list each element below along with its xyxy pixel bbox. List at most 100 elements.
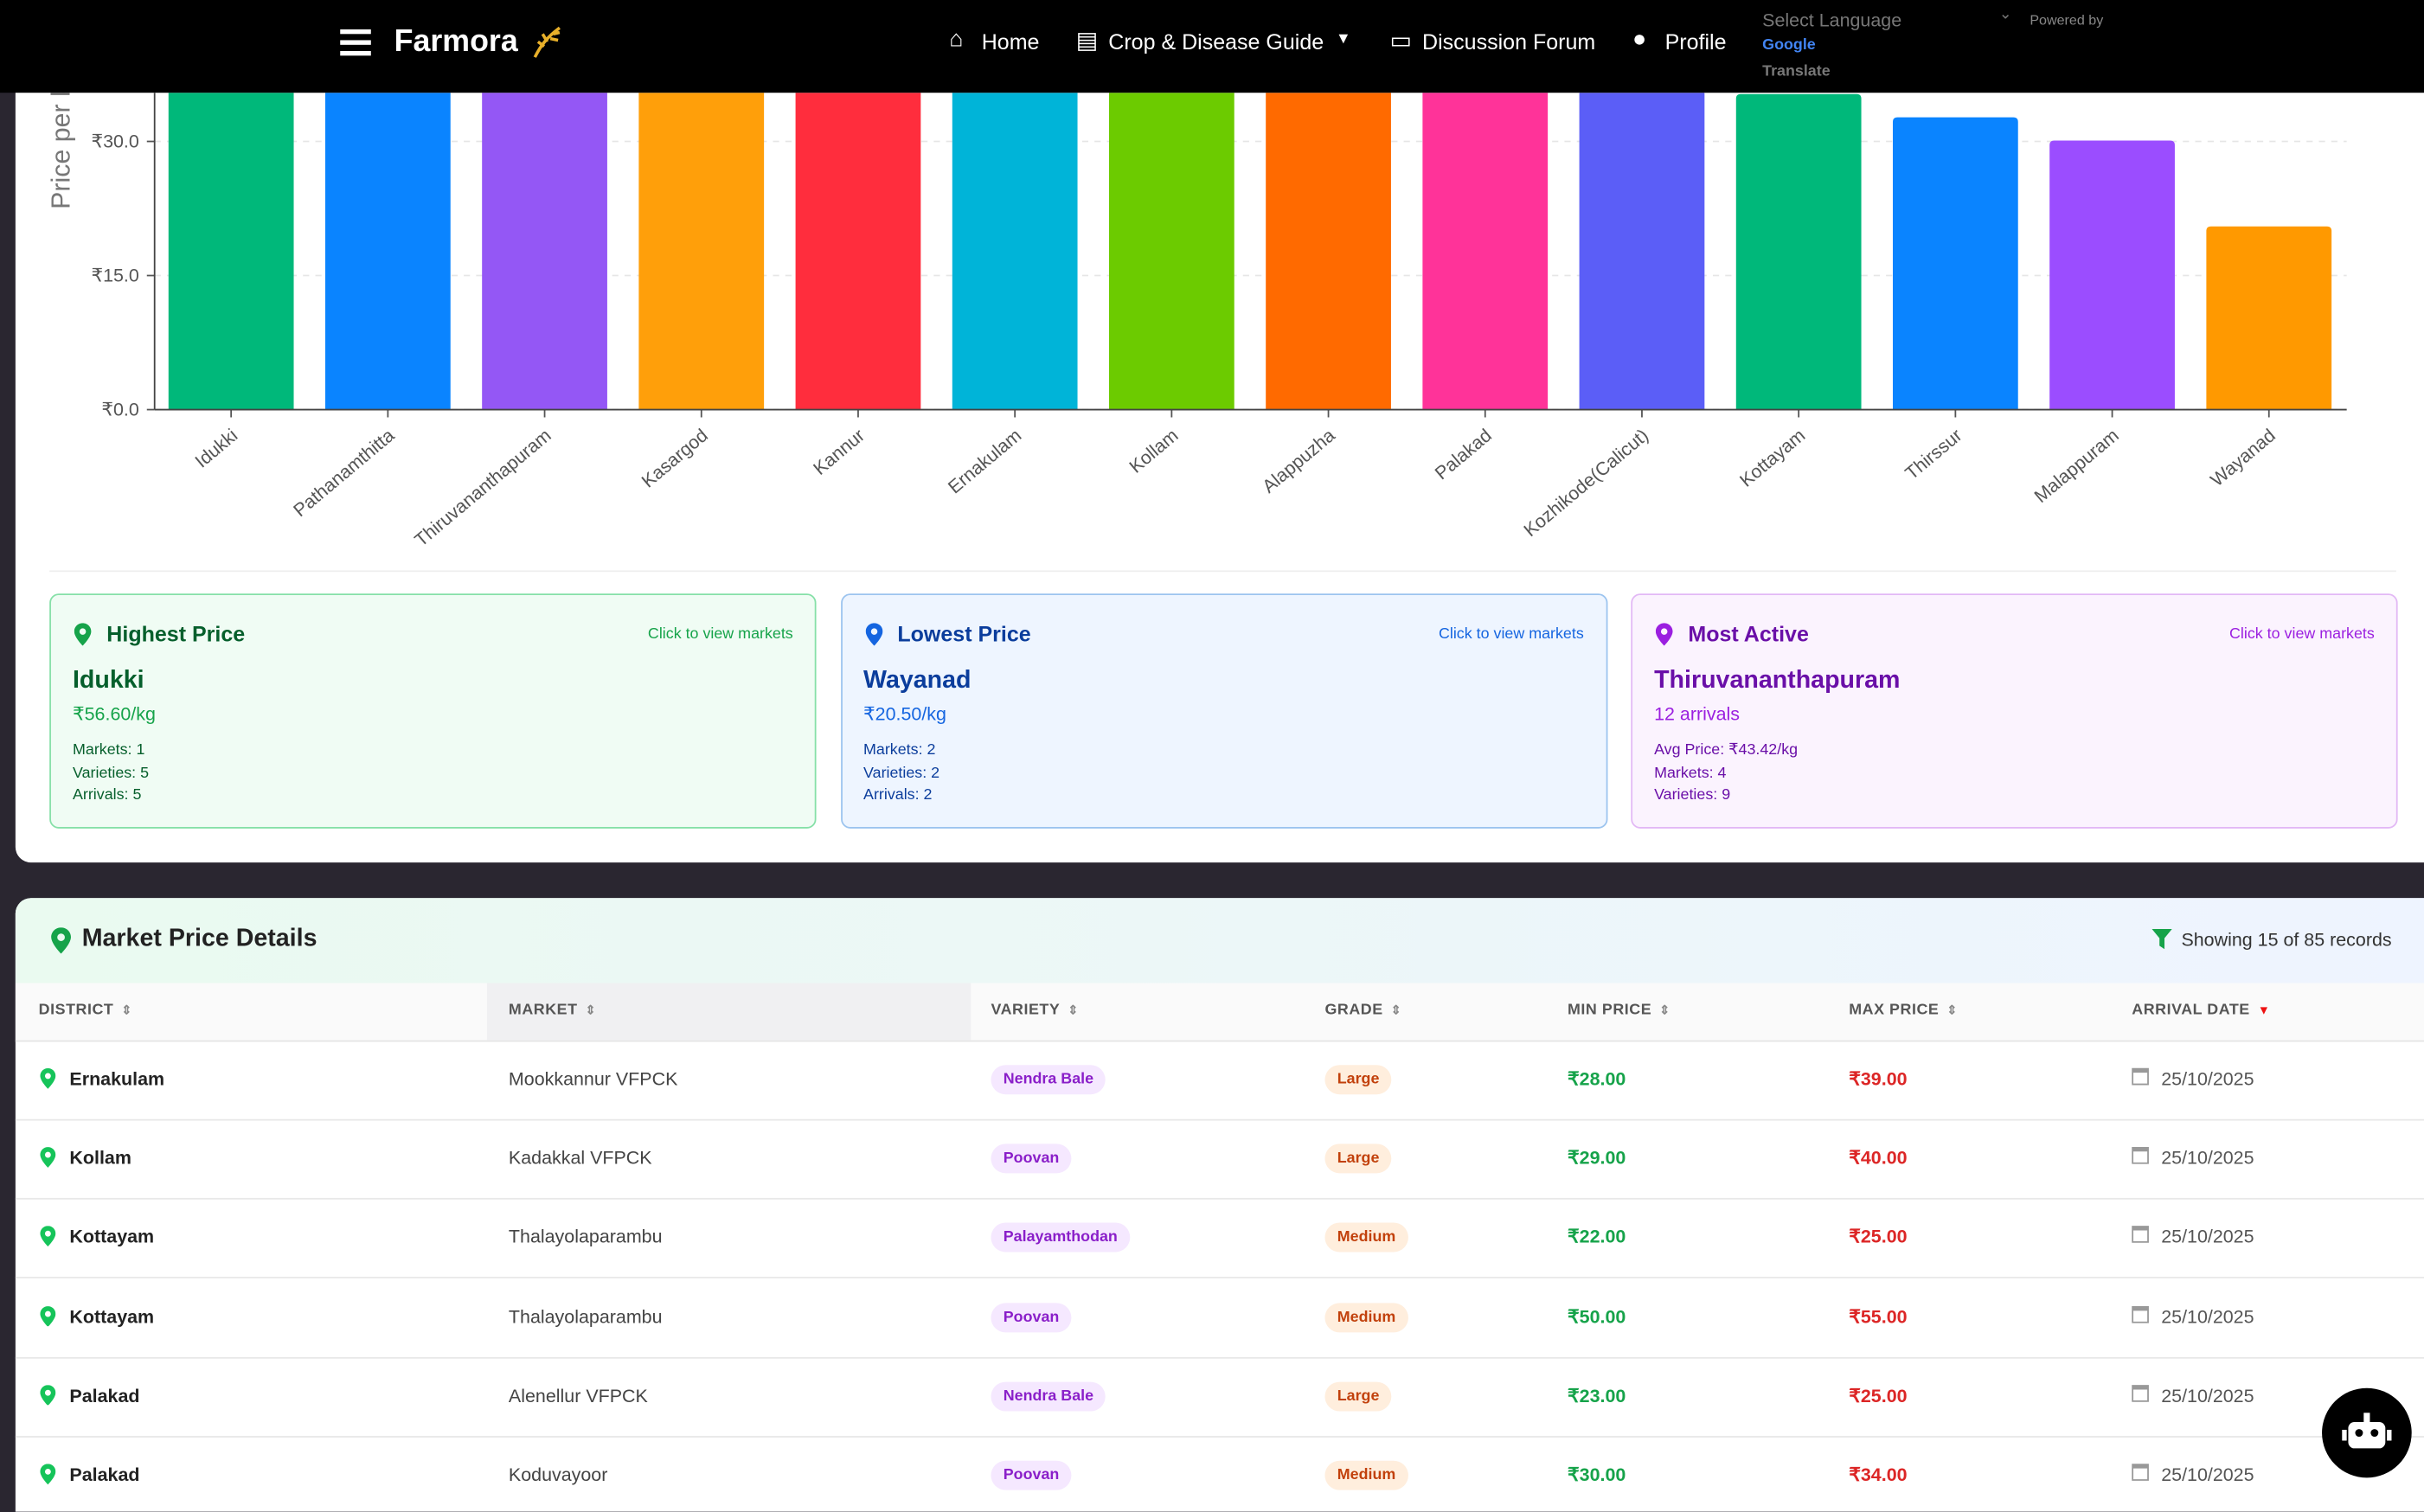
nav-link[interactable]: Home xyxy=(981,29,1040,54)
bar xyxy=(1735,93,1862,410)
powered-by: Powered by xyxy=(2030,12,2104,29)
card-detail: Avg Price: ₹43.42/kg xyxy=(1654,741,1799,759)
y-tick-label: ₹0.0 xyxy=(101,400,139,420)
dropdown-caret: ⌄ xyxy=(1998,6,2012,23)
max-price: ₹25.00 xyxy=(1849,1384,1908,1406)
variety-pill: Nendra Bale xyxy=(991,1381,1106,1412)
calendar-icon xyxy=(2132,1067,2149,1086)
summary-card[interactable]: Highest Price Click to view markets Idukki… xyxy=(49,593,817,829)
bar xyxy=(1108,93,1234,410)
card-detail: Varieties: 9 xyxy=(1654,786,1731,804)
nav-icon: ● xyxy=(1632,26,1647,53)
x-tick-label: Thiruvananthapuram xyxy=(411,425,555,551)
pin-icon xyxy=(74,623,92,646)
x-tick-label: Ernakulam xyxy=(944,425,1025,497)
card-title: Lowest Price xyxy=(897,621,1031,646)
column-header[interactable]: MARKET ⇕ xyxy=(508,1001,597,1019)
district: Palakad xyxy=(69,1464,140,1486)
card-detail: Markets: 1 xyxy=(72,741,145,759)
bar xyxy=(168,93,294,410)
row-divider xyxy=(15,1118,2424,1121)
variety-pill: Palayamthodan xyxy=(991,1223,1131,1253)
column-header[interactable]: GRADE ⇕ xyxy=(1324,1001,1402,1019)
sort-icon[interactable]: ⇕ xyxy=(1946,1003,1958,1017)
chatbot-button[interactable] xyxy=(2322,1387,2412,1478)
sort-icon[interactable]: ⇕ xyxy=(121,1003,132,1017)
table-header-bar xyxy=(15,898,2424,983)
summary-card[interactable]: Lowest Price Click to view markets Wayanad… xyxy=(840,593,1607,829)
nav-icon: ▤ xyxy=(1075,28,1099,54)
x-tick-label: Wayanad xyxy=(2207,425,2280,490)
calendar-icon xyxy=(2132,1384,2149,1402)
menu-icon[interactable] xyxy=(340,29,371,57)
column-header[interactable]: VARIETY ⇕ xyxy=(991,1001,1079,1019)
min-price: ₹23.00 xyxy=(1568,1384,1626,1406)
sort-icon[interactable]: ⇕ xyxy=(585,1003,597,1017)
bot-icon xyxy=(2342,1413,2392,1449)
column-header[interactable]: MIN PRICE ⇕ xyxy=(1568,1001,1671,1019)
district: Kollam xyxy=(69,1147,131,1169)
card-detail: Varieties: 2 xyxy=(863,764,940,782)
sort-icon[interactable]: ⇕ xyxy=(1068,1003,1079,1017)
x-tick-label: Kottayam xyxy=(1736,425,1810,491)
card-link[interactable]: Click to view markets xyxy=(1438,625,1584,644)
bar xyxy=(324,93,451,410)
pin-icon xyxy=(864,623,882,646)
y-axis-label: Price per kg xyxy=(47,93,75,209)
row-divider xyxy=(15,1435,2424,1438)
bar xyxy=(2206,226,2332,410)
bar xyxy=(482,93,607,410)
card-detail: Markets: 2 xyxy=(863,741,936,759)
row-divider xyxy=(15,1198,2424,1201)
district: Palakad xyxy=(69,1384,140,1406)
max-price: ₹25.00 xyxy=(1849,1226,1908,1248)
market: Kadakkal VFPCK xyxy=(508,1147,652,1169)
nav-icon: ⌂ xyxy=(949,26,964,53)
market: Koduvayoor xyxy=(508,1464,608,1486)
nav-link[interactable]: Profile xyxy=(1664,29,1727,54)
arrival-date: 25/10/2025 xyxy=(2161,1067,2254,1090)
brand-logo xyxy=(533,26,561,58)
sort-icon[interactable]: ⇕ xyxy=(1659,1003,1671,1017)
card-name: Idukki xyxy=(72,667,144,695)
translate: Translate xyxy=(1762,63,1831,80)
pin-icon xyxy=(1655,623,1673,646)
bar xyxy=(952,93,1078,410)
sorted-col-head xyxy=(486,983,972,1041)
grade-pill: Medium xyxy=(1324,1460,1408,1490)
column-header[interactable]: DISTRICT ⇕ xyxy=(38,1001,132,1019)
y-tick-label: ₹30.0 xyxy=(91,131,138,152)
variety-pill: Poovan xyxy=(991,1302,1072,1332)
arrival-date: 25/10/2025 xyxy=(2161,1147,2254,1169)
market: Thalayolaparambu xyxy=(508,1305,663,1328)
summary-card[interactable]: Most Active Click to view markets Thiruvan… xyxy=(1631,593,2398,829)
arrival-date: 25/10/2025 xyxy=(2161,1384,2254,1406)
market: Thalayolaparambu xyxy=(508,1226,663,1248)
card-main: ₹20.50/kg xyxy=(863,703,946,726)
pin-icon xyxy=(40,1147,56,1169)
x-tick-label: Kasargod xyxy=(638,425,712,491)
max-price: ₹40.00 xyxy=(1849,1147,1908,1169)
x-tick-label: Alappuzha xyxy=(1259,425,1339,497)
sort-icon[interactable]: ⇕ xyxy=(1390,1003,1402,1017)
bar xyxy=(1266,93,1391,410)
calendar-icon xyxy=(2132,1226,2149,1244)
brand[interactable]: Farmora xyxy=(394,24,518,59)
variety-pill: Nendra Bale xyxy=(991,1065,1106,1095)
pin-icon xyxy=(40,1226,56,1247)
nav-link[interactable]: Crop & Disease Guide xyxy=(1108,29,1324,54)
column-header[interactable]: MAX PRICE ⇕ xyxy=(1849,1001,1958,1019)
sort-icon[interactable]: ▼ xyxy=(2257,1003,2271,1017)
card-name: Thiruvananthapuram xyxy=(1654,667,1901,695)
nav-link[interactable]: Discussion Forum xyxy=(1422,29,1596,54)
card-link[interactable]: Click to view markets xyxy=(2229,625,2375,644)
max-price: ₹34.00 xyxy=(1849,1464,1908,1486)
card-detail: Markets: 4 xyxy=(1654,764,1727,782)
card-link[interactable]: Click to view markets xyxy=(647,625,793,644)
language-select[interactable]: Select Language xyxy=(1762,9,1902,31)
variety-pill: Poovan xyxy=(991,1144,1072,1174)
card-main: 12 arrivals xyxy=(1654,703,1741,726)
column-header[interactable]: ARRIVAL DATE ▼ xyxy=(2132,1001,2271,1019)
x-tick-label: Palakad xyxy=(1431,425,1496,484)
